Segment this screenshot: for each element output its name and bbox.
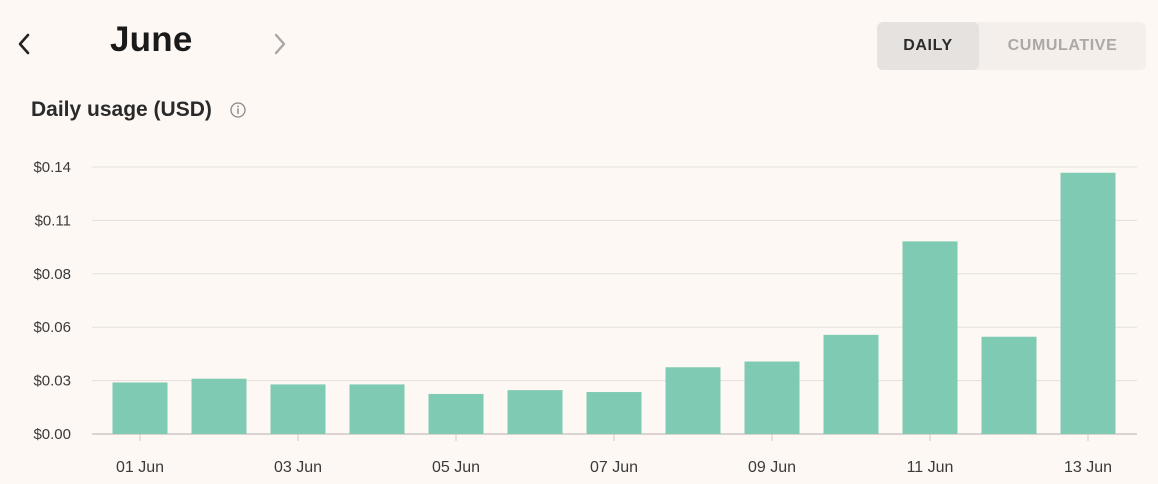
x-tick-label: 11 Jun [907,459,954,476]
y-tick-label: $0.14 [33,159,71,176]
bar-04-jun[interactable] [349,384,405,434]
x-tick-label: 07 Jun [590,459,638,476]
chevron-left-icon [18,33,30,55]
bar-13-jun[interactable] [1060,172,1116,434]
bar-03-jun[interactable] [270,384,326,434]
bar-05-jun[interactable] [428,393,484,434]
bar-06-jun[interactable] [507,390,563,434]
bar-07-jun[interactable] [586,392,642,434]
bar-02-jun[interactable] [191,378,247,434]
month-title: June [110,20,193,59]
next-month-button[interactable] [264,26,296,62]
bar-08-jun[interactable] [665,367,721,434]
chart-header: June DAILY CUMULATIVE [0,0,1158,90]
x-tick-label: 01 Jun [116,459,164,476]
y-tick-label: $0.11 [35,212,71,229]
x-tick-label: 13 Jun [1064,459,1112,476]
bar-09-jun[interactable] [744,361,800,434]
y-tick-label: $0.03 [33,373,71,390]
chevron-right-icon [274,33,286,55]
bar-11-jun[interactable] [902,241,958,434]
bar-01-jun[interactable] [112,382,168,434]
cumulative-tab[interactable]: CUMULATIVE [1007,37,1118,54]
y-tick-label: $0.00 [33,426,71,443]
y-tick-label: $0.08 [33,266,71,283]
x-tick-label: 09 Jun [748,459,796,476]
y-tick-label: $0.06 [33,319,71,336]
previous-month-button[interactable] [8,26,40,62]
chart-title: Daily usage (USD) [31,98,212,121]
x-tick-label: 03 Jun [274,459,322,476]
daily-usage-bar-chart: $0.00 $0.03 $0.06 $0.08 $0.11 $0.14 01 Jun 03 J… [33,159,1137,476]
bar-12-jun[interactable] [981,336,1037,434]
info-icon[interactable] [229,101,247,119]
bar-10-jun[interactable] [823,334,879,434]
x-tick-label: 05 Jun [432,459,480,476]
daily-tab[interactable]: DAILY [877,22,979,70]
view-toggle: DAILY CUMULATIVE [877,22,1146,70]
